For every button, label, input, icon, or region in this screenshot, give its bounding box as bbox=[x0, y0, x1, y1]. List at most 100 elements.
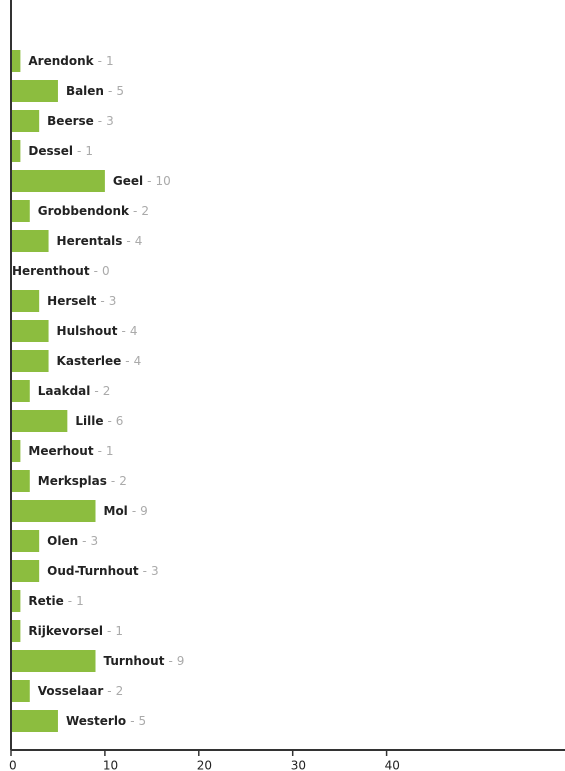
category-label: Herselt bbox=[47, 294, 96, 308]
label-separator: - bbox=[108, 84, 112, 98]
label-separator: - bbox=[143, 564, 147, 578]
label-separator: - bbox=[133, 204, 137, 218]
bar bbox=[11, 440, 21, 462]
value-label: 2 bbox=[116, 684, 124, 698]
category-label: Mol bbox=[104, 504, 128, 518]
value-label: 1 bbox=[76, 594, 84, 608]
category-label: Merksplas bbox=[38, 474, 107, 488]
label-separator: - bbox=[168, 654, 172, 668]
bar bbox=[11, 560, 40, 582]
bar bbox=[11, 680, 30, 702]
bar bbox=[11, 590, 21, 612]
bar-label: Balen -5 bbox=[66, 84, 124, 98]
value-label: 2 bbox=[103, 384, 111, 398]
value-label: 4 bbox=[130, 324, 138, 338]
label-separator: - bbox=[121, 324, 125, 338]
bar-label: Laakdal -2 bbox=[38, 384, 111, 398]
category-label: Laakdal bbox=[38, 384, 91, 398]
label-separator: - bbox=[125, 354, 129, 368]
value-label: 6 bbox=[116, 414, 124, 428]
bar bbox=[11, 710, 58, 732]
value-label: 1 bbox=[115, 624, 123, 638]
bar-label: Kasterlee -4 bbox=[57, 354, 142, 368]
bar-label: Mol -9 bbox=[104, 504, 148, 518]
category-label: Rijkevorsel bbox=[28, 624, 103, 638]
bar-label: Dessel -1 bbox=[28, 144, 93, 158]
x-tick-label: 20 bbox=[197, 759, 212, 771]
category-label: Arendonk bbox=[28, 54, 94, 68]
value-label: 10 bbox=[155, 174, 170, 188]
bar-label: Geel -10 bbox=[113, 174, 171, 188]
bar bbox=[11, 290, 40, 312]
value-label: 0 bbox=[102, 264, 110, 278]
x-tick-label: 0 bbox=[9, 759, 17, 771]
bar bbox=[11, 500, 96, 522]
bar-label: Herentals -4 bbox=[57, 234, 143, 248]
label-separator: - bbox=[111, 474, 115, 488]
bar bbox=[11, 50, 21, 72]
category-label: Westerlo bbox=[66, 714, 126, 728]
value-label: 5 bbox=[139, 714, 147, 728]
label-separator: - bbox=[107, 414, 111, 428]
label-separator: - bbox=[82, 534, 86, 548]
category-label: Herentals bbox=[57, 234, 123, 248]
category-label: Herenthout bbox=[12, 264, 90, 278]
bar-label: Lille -6 bbox=[75, 414, 123, 428]
bar-label: Beerse -3 bbox=[47, 114, 114, 128]
bar bbox=[11, 140, 21, 162]
value-label: 3 bbox=[109, 294, 117, 308]
label-separator: - bbox=[100, 294, 104, 308]
label-separator: - bbox=[98, 54, 102, 68]
bar bbox=[11, 410, 68, 432]
value-label: 3 bbox=[106, 114, 114, 128]
bar-label: Hulshout -4 bbox=[57, 324, 138, 338]
x-tick-label: 30 bbox=[291, 759, 306, 771]
label-separator: - bbox=[98, 114, 102, 128]
label-separator: - bbox=[94, 384, 98, 398]
value-label: 1 bbox=[106, 444, 114, 458]
category-label: Grobbendonk bbox=[38, 204, 130, 218]
label-separator: - bbox=[94, 264, 98, 278]
bar-label: Herselt -3 bbox=[47, 294, 116, 308]
bar-label: Westerlo -5 bbox=[66, 714, 146, 728]
bar bbox=[11, 110, 40, 132]
label-separator: - bbox=[107, 684, 111, 698]
category-label: Retie bbox=[28, 594, 63, 608]
value-label: 2 bbox=[141, 204, 149, 218]
label-separator: - bbox=[132, 504, 136, 518]
category-label: Hulshout bbox=[57, 324, 118, 338]
value-label: 9 bbox=[140, 504, 148, 518]
bar bbox=[11, 170, 105, 192]
value-label: 9 bbox=[177, 654, 185, 668]
category-label: Lille bbox=[75, 414, 103, 428]
label-separator: - bbox=[130, 714, 134, 728]
value-label: 4 bbox=[134, 354, 142, 368]
value-label: 2 bbox=[119, 474, 127, 488]
category-label: Geel bbox=[113, 174, 143, 188]
bar-label: Meerhout -1 bbox=[28, 444, 113, 458]
bar bbox=[11, 80, 58, 102]
label-separator: - bbox=[98, 444, 102, 458]
category-label: Meerhout bbox=[28, 444, 93, 458]
label-separator: - bbox=[147, 174, 151, 188]
category-label: Turnhout bbox=[104, 654, 165, 668]
bar bbox=[11, 620, 21, 642]
value-label: 1 bbox=[106, 54, 114, 68]
category-label: Balen bbox=[66, 84, 104, 98]
label-separator: - bbox=[68, 594, 72, 608]
bar bbox=[11, 380, 30, 402]
bar bbox=[11, 350, 49, 372]
category-label: Olen bbox=[47, 534, 78, 548]
bar bbox=[11, 650, 96, 672]
bar-label: Turnhout -9 bbox=[104, 654, 185, 668]
bar-label: Arendonk -1 bbox=[28, 54, 113, 68]
x-tick-label: 10 bbox=[103, 759, 118, 771]
category-label: Kasterlee bbox=[57, 354, 122, 368]
category-label: Beerse bbox=[47, 114, 94, 128]
bar-label: Herenthout -0 bbox=[12, 264, 110, 278]
bar-label: Merksplas -2 bbox=[38, 474, 127, 488]
bar bbox=[11, 200, 30, 222]
bar-label: Vosselaar -2 bbox=[38, 684, 124, 698]
bar bbox=[11, 470, 30, 492]
